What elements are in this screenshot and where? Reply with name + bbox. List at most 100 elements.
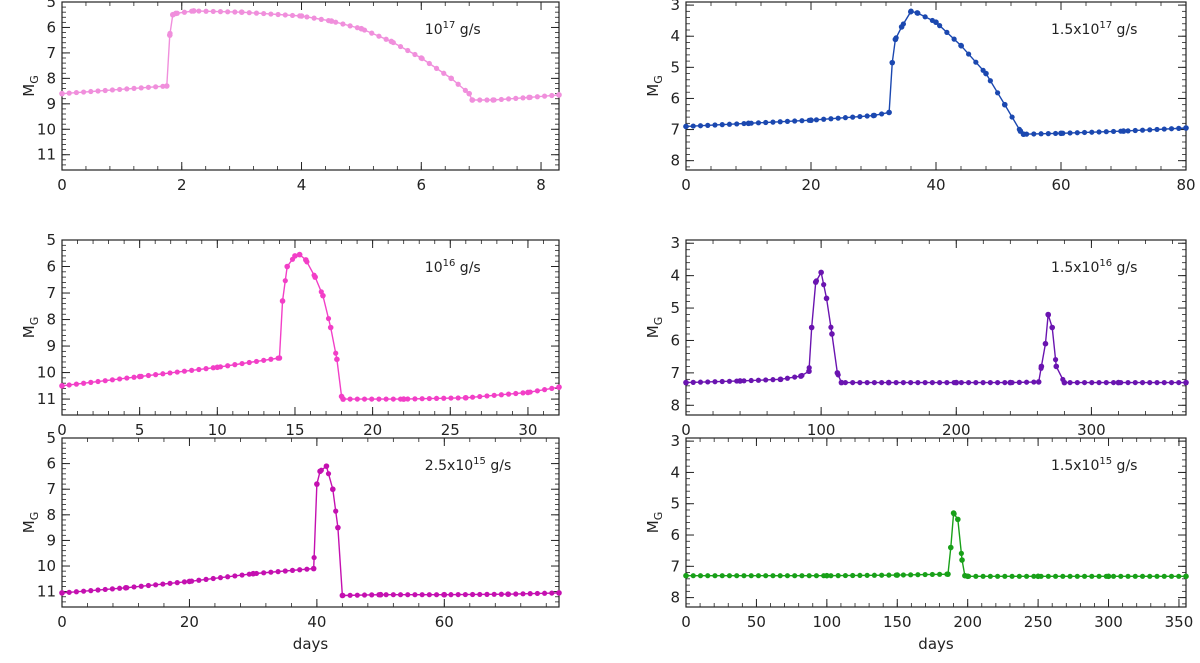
data-point: [770, 119, 776, 125]
data-point: [1183, 125, 1189, 131]
data-point: [1154, 379, 1160, 386]
data-point: [886, 109, 892, 116]
x-tick-label: 15: [285, 421, 304, 439]
data-point: [1125, 573, 1131, 579]
data-point: [1081, 129, 1088, 136]
data-point: [289, 12, 296, 19]
x-tick-label: 60: [1051, 176, 1070, 194]
panel-5: 0 20 40 60 5 6 7 8 9 10 11 MG days 2.5x1015 g/s: [20, 429, 562, 653]
data-point: [922, 571, 928, 578]
data-point: [145, 84, 152, 90]
y-tick-label: 7: [46, 44, 56, 62]
x-tick-label: 5: [135, 421, 145, 439]
data-point: [1161, 126, 1167, 132]
data-point: [491, 392, 497, 398]
y-tick-label: 7: [670, 364, 680, 382]
data-point: [166, 32, 173, 38]
data-point: [792, 374, 798, 380]
data-point: [59, 590, 65, 596]
data-point: [412, 51, 418, 58]
x-tick-label: 0: [681, 613, 691, 631]
y-tick-label: 5: [670, 58, 680, 76]
data-point: [683, 123, 689, 130]
data-point: [167, 580, 173, 586]
data-point: [950, 510, 957, 516]
data-point: [983, 70, 989, 77]
data-point: [534, 94, 540, 100]
data-point: [966, 51, 972, 57]
x-tick-label: 300: [1077, 421, 1106, 439]
data-point: [808, 324, 815, 331]
x-tick-label: 40: [307, 613, 326, 631]
y-tick-label: 8: [670, 152, 680, 170]
x-tick-label: 50: [747, 613, 766, 631]
data-point: [333, 350, 339, 356]
data-point: [498, 591, 504, 597]
data-point: [987, 78, 993, 84]
data-point: [690, 573, 696, 579]
data-point: [770, 573, 776, 579]
data-point: [81, 380, 87, 386]
data-point: [980, 379, 986, 386]
data-point: [929, 379, 935, 386]
data-point: [1089, 379, 1095, 386]
data-point: [310, 565, 317, 572]
data-point: [253, 358, 260, 365]
data-point: [1045, 311, 1051, 318]
data-point: [726, 378, 733, 384]
data-point: [900, 572, 906, 578]
data-point: [181, 368, 188, 374]
x-tick-label: 200: [942, 421, 971, 439]
data-point: [947, 544, 954, 551]
data-point: [279, 298, 286, 304]
data-point: [864, 113, 870, 119]
data-point: [339, 592, 346, 599]
rate-annotation: 1.5x1017 g/s: [1051, 20, 1137, 38]
data-point: [857, 379, 863, 386]
data-point: [821, 282, 827, 288]
y-tick-label: 3: [670, 432, 680, 450]
data-point: [894, 572, 901, 578]
data-point: [1139, 379, 1146, 386]
data-point: [181, 9, 188, 15]
data-point: [369, 592, 375, 598]
data-point: [889, 59, 896, 66]
data-point: [973, 59, 979, 65]
data-point: [987, 379, 993, 386]
data-point: [556, 590, 562, 596]
data-point: [1081, 379, 1088, 386]
data-point: [455, 395, 461, 401]
data-point: [850, 379, 856, 386]
data-point: [433, 395, 440, 401]
data-point: [823, 295, 830, 302]
data-point: [462, 87, 468, 93]
data-point: [124, 86, 130, 92]
data-point: [973, 379, 979, 386]
data-point: [448, 75, 455, 82]
data-point: [1147, 573, 1153, 579]
rate-annotation: 2.5x1015 g/s: [425, 456, 511, 474]
y-tick-label: 3: [670, 234, 680, 252]
y-tick-label: 7: [670, 557, 680, 575]
y-tick-label: 4: [670, 27, 680, 45]
data-point: [813, 573, 820, 579]
data-point: [900, 379, 906, 386]
data-point: [330, 486, 336, 493]
data-point: [81, 588, 87, 594]
x-tick-label: 20: [180, 613, 199, 631]
data-point: [323, 463, 330, 469]
data-point: [153, 372, 159, 378]
data-point: [777, 573, 783, 579]
data-point: [951, 36, 957, 42]
data-point: [712, 122, 718, 128]
panel-3: 0 5 10 15 20 25 30 5 6 7 8 9 10 11 MG 1016 g/s: [20, 231, 562, 439]
x-tick-label: 0: [57, 421, 67, 439]
data-point: [745, 120, 752, 127]
data-point: [131, 85, 137, 91]
data-point: [719, 122, 725, 128]
data-point: [1176, 573, 1182, 579]
data-point: [1042, 340, 1049, 347]
data-point: [117, 376, 123, 382]
y-tick-label: 11: [37, 583, 56, 601]
